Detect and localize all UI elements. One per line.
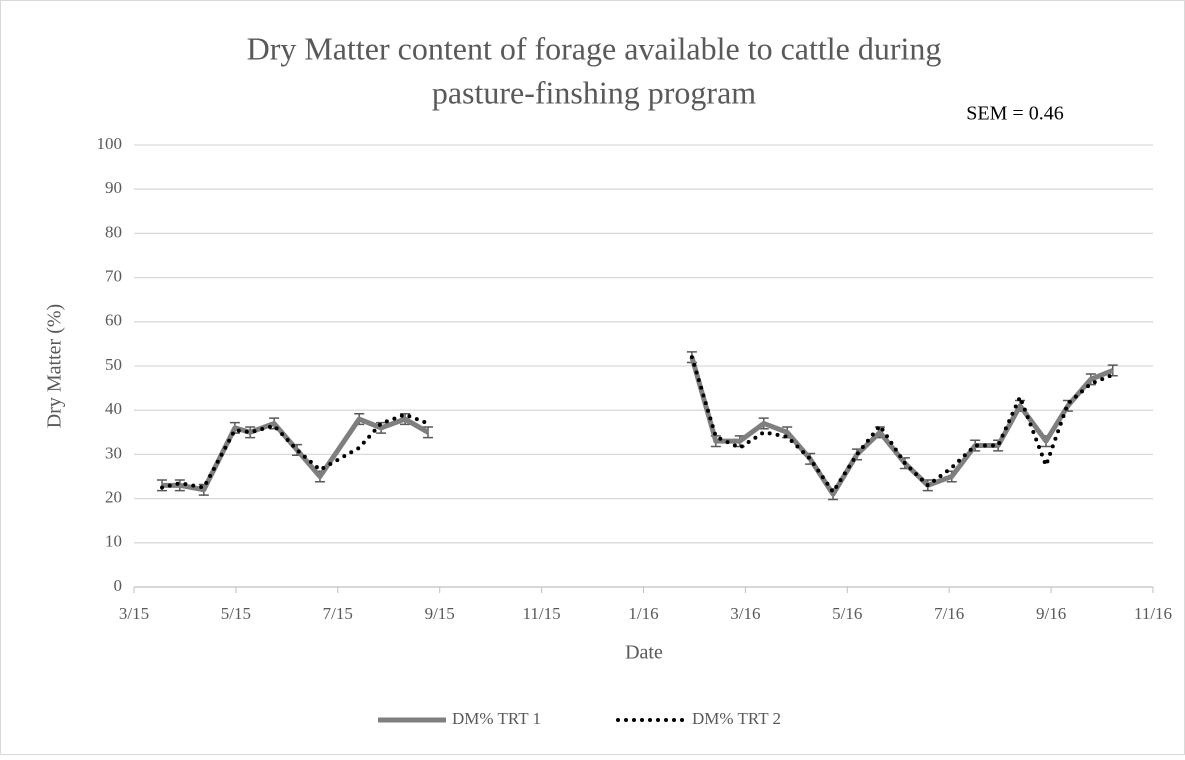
series-line [160, 355, 1115, 496]
y-tick-label: 40 [105, 399, 122, 418]
y-tick-label: 20 [105, 488, 122, 507]
y-tick-label: 100 [97, 134, 123, 153]
chart-title: Dry Matter content of forage available t… [247, 30, 942, 66]
y-axis-label: Dry Matter (%) [44, 304, 66, 428]
y-tick-label: 10 [105, 532, 122, 551]
x-tick-label: 5/15 [221, 604, 251, 623]
x-tick-label: 1/16 [628, 604, 658, 623]
y-tick-label: 50 [105, 355, 122, 374]
legend-label: DM% TRT 2 [692, 709, 781, 728]
x-tick-label: 11/15 [523, 604, 561, 623]
x-tick-label: 11/16 [1134, 604, 1172, 623]
annotation: SEM = 0.46 [966, 103, 1063, 125]
y-tick-label: 80 [105, 222, 122, 241]
x-tick-label: 3/16 [730, 604, 760, 623]
x-axis-label: Date [625, 642, 663, 664]
chart-title: pasture-finshing program [432, 74, 756, 110]
error-bar [422, 426, 433, 439]
x-tick-label: 9/15 [425, 604, 455, 623]
y-tick-label: 60 [105, 311, 122, 330]
x-tick-label: 3/15 [119, 604, 149, 623]
y-tick-label: 70 [105, 267, 122, 286]
x-tick-label: 9/16 [1036, 604, 1066, 623]
x-tick-label: 7/16 [934, 604, 964, 623]
y-tick-label: 30 [105, 443, 122, 462]
x-tick-label: 5/16 [832, 604, 862, 623]
y-tick-label: 90 [105, 178, 122, 197]
legend-label: DM% TRT 1 [452, 709, 541, 728]
y-tick-label: 0 [114, 576, 123, 595]
x-tick-label: 7/15 [323, 604, 353, 623]
